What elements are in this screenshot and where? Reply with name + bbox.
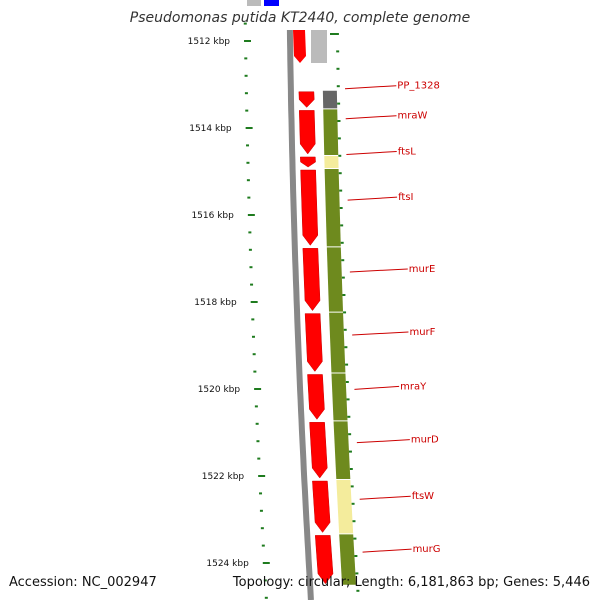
gene-label: mraW — [398, 111, 428, 122]
blue-feature-block — [264, 0, 279, 6]
cds-feature-block — [339, 534, 357, 585]
genome-summary-text: Topology: circular; Length: 6,181,863 bp… — [232, 575, 590, 590]
gene-label: murG — [413, 544, 441, 555]
cds-feature-block — [326, 247, 344, 312]
gene-labels: PP_1328 mraW ftsL ftsI murE murF mraY murD ftsW m… — [344, 81, 441, 555]
upstream-gene-arrow — [293, 30, 306, 63]
gene-label-leader — [362, 548, 412, 553]
cds-feature-block — [336, 480, 354, 534]
gene-label-leader — [346, 150, 397, 155]
gene-arrow-murD — [309, 422, 328, 479]
genome-backbone — [286, 29, 314, 600]
gene-label-leader — [352, 331, 409, 336]
cds-feature-block — [324, 155, 339, 169]
scale-tick-labels: 1512 kbp 1514 kbp 1516 kbp 1518 kbp 1520 kbp… — [188, 37, 249, 569]
cds-feature-block — [329, 312, 346, 373]
gene-arrow-mraW — [298, 110, 316, 155]
gene-arrow-PP_1328 — [298, 91, 315, 108]
tick-label: 1518 kbp — [194, 298, 237, 308]
gene-arrow-ftsI — [300, 169, 319, 246]
gene-arrow-ftsL — [300, 156, 316, 168]
gene-label-leader — [356, 439, 410, 444]
gene-label-leader — [354, 385, 400, 390]
gene-label-leader — [359, 495, 411, 500]
gene-label: murD — [411, 435, 439, 446]
gene-track — [298, 91, 334, 585]
upstream-feature-block — [311, 30, 327, 63]
tick-label: 1522 kbp — [202, 472, 245, 482]
gene-label: murE — [409, 264, 436, 275]
gene-label: ftsI — [398, 192, 413, 203]
upper-features — [247, 0, 336, 63]
tick-label: 1512 kbp — [188, 37, 231, 47]
gene-label-leader — [349, 268, 408, 273]
gene-arrow-murG — [314, 535, 334, 585]
gene-arrow-murF — [304, 313, 323, 372]
feature-track — [322, 90, 357, 585]
scale-ticks — [243, 22, 360, 599]
cds-feature-block — [323, 109, 339, 155]
gene-label: ftsL — [398, 146, 416, 157]
gray-feature-block — [247, 0, 261, 6]
gene-label: mraY — [400, 381, 427, 392]
cds-feature-block — [331, 373, 348, 421]
tick-label: 1524 kbp — [206, 559, 249, 569]
cds-feature-block — [324, 169, 341, 247]
accession-text: Accession: NC_002947 — [9, 575, 157, 590]
cds-feature-block — [333, 421, 351, 480]
gene-label-leader — [347, 196, 398, 201]
tick-label: 1516 kbp — [191, 211, 234, 221]
tick-label: 1520 kbp — [198, 385, 241, 395]
gene-label: PP_1328 — [397, 81, 440, 92]
gene-label: ftsW — [412, 491, 434, 502]
gene-label: murF — [409, 327, 435, 338]
gene-arrow-ftsW — [312, 480, 331, 533]
gene-arrow-murE — [302, 248, 321, 311]
gene-arrow-mraY — [307, 374, 325, 420]
gene-label-leader — [345, 115, 397, 120]
tick-label: 1514 kbp — [189, 124, 232, 134]
map-title: Pseudomonas putida KT2440, complete geno… — [129, 10, 471, 26]
gene-label-leader — [344, 85, 397, 90]
cds-feature-block — [322, 90, 338, 109]
